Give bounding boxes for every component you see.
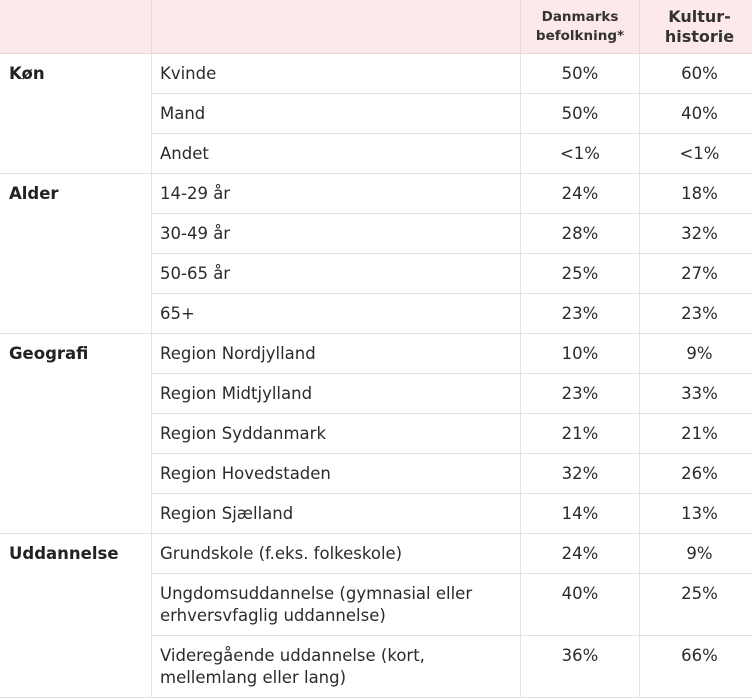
value-kultur: 23% (640, 294, 752, 334)
row-label: Region Midtjylland (152, 374, 521, 414)
category-kon: Køn (0, 54, 152, 174)
row-label: Region Syddanmark (152, 414, 521, 454)
table-header-row: Danmarks befolkning* Kultur-historie (0, 0, 752, 54)
table-row: Uddannelse Grundskole (f.eks. folkeskole… (0, 534, 752, 574)
value-danmark: 50% (521, 54, 640, 94)
header-empty-category (0, 0, 152, 54)
row-label: Grundskole (f.eks. folkeskole) (152, 534, 521, 574)
row-label: Kvinde (152, 54, 521, 94)
value-kultur: 66% (640, 636, 752, 698)
row-label: Videregående uddannelse (kort, mellemlan… (152, 636, 521, 698)
value-danmark: 24% (521, 174, 640, 214)
table-row: Alder 14-29 år 24% 18% (0, 174, 752, 214)
value-kultur: 33% (640, 374, 752, 414)
row-label: 14-29 år (152, 174, 521, 214)
value-danmark: 40% (521, 574, 640, 636)
header-empty-label (152, 0, 521, 54)
table-row: Geografi Region Nordjylland 10% 9% (0, 334, 752, 374)
value-kultur: 40% (640, 94, 752, 134)
row-label: 65+ (152, 294, 521, 334)
category-uddannelse: Uddannelse (0, 534, 152, 698)
value-danmark: 32% (521, 454, 640, 494)
value-kultur: 25% (640, 574, 752, 636)
value-kultur: 13% (640, 494, 752, 534)
value-kultur: 27% (640, 254, 752, 294)
row-label: Region Hovedstaden (152, 454, 521, 494)
value-danmark: 36% (521, 636, 640, 698)
row-label: 30-49 år (152, 214, 521, 254)
value-kultur: 32% (640, 214, 752, 254)
value-kultur: 9% (640, 334, 752, 374)
row-label: Andet (152, 134, 521, 174)
value-kultur: 18% (640, 174, 752, 214)
row-label: 50-65 år (152, 254, 521, 294)
value-danmark: <1% (521, 134, 640, 174)
value-danmark: 23% (521, 374, 640, 414)
value-kultur: 21% (640, 414, 752, 454)
value-danmark: 25% (521, 254, 640, 294)
category-geografi: Geografi (0, 334, 152, 534)
row-label: Region Sjælland (152, 494, 521, 534)
value-danmark: 50% (521, 94, 640, 134)
value-kultur: <1% (640, 134, 752, 174)
value-danmark: 21% (521, 414, 640, 454)
table-row: Køn Kvinde 50% 60% (0, 54, 752, 94)
value-danmark: 28% (521, 214, 640, 254)
value-kultur: 26% (640, 454, 752, 494)
value-kultur: 9% (640, 534, 752, 574)
header-danmarks-befolkning: Danmarks befolkning* (521, 0, 640, 54)
row-label: Region Nordjylland (152, 334, 521, 374)
value-danmark: 14% (521, 494, 640, 534)
value-danmark: 10% (521, 334, 640, 374)
row-label: Mand (152, 94, 521, 134)
value-danmark: 24% (521, 534, 640, 574)
row-label: Ungdomsuddannelse (gymnasial eller erhve… (152, 574, 521, 636)
header-kulturhistorie: Kultur-historie (640, 0, 752, 54)
category-alder: Alder (0, 174, 152, 334)
value-kultur: 60% (640, 54, 752, 94)
value-danmark: 23% (521, 294, 640, 334)
